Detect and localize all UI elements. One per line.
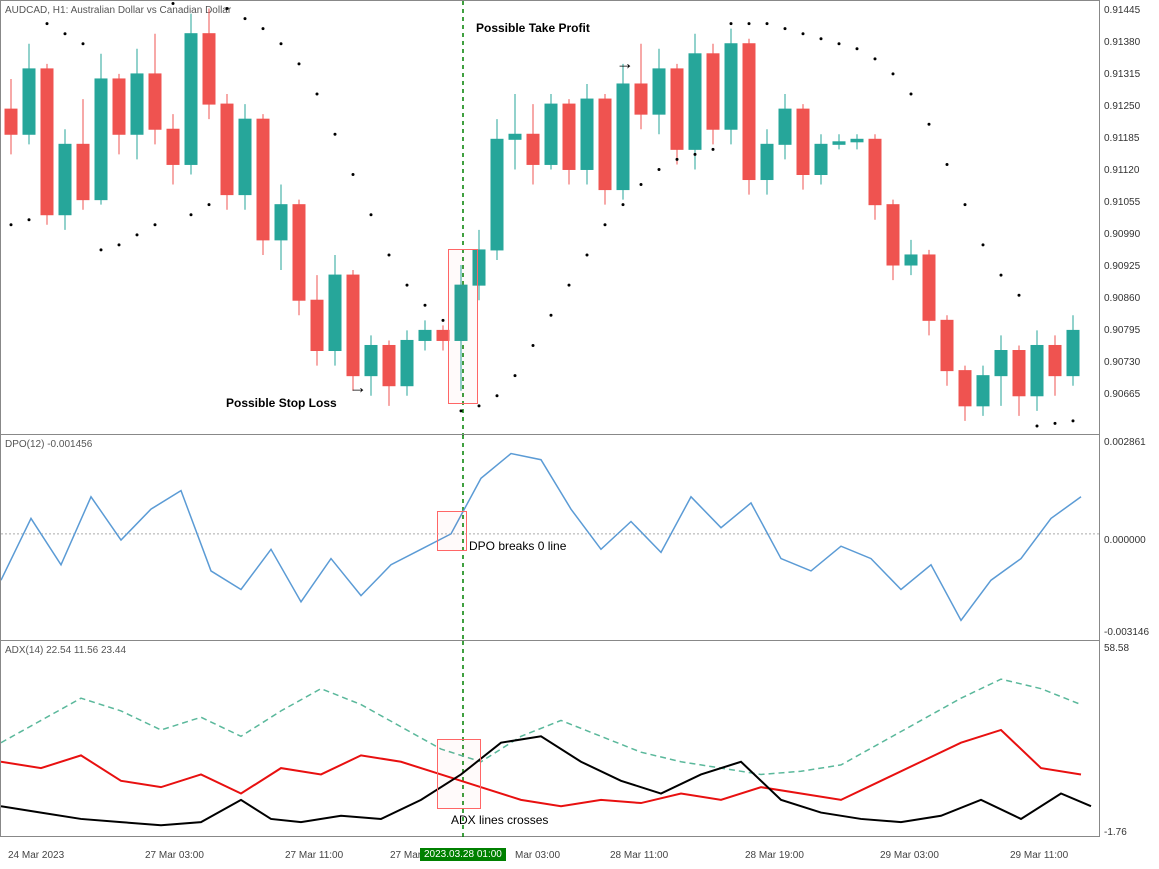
time-tick: 27 Mar 11:00 xyxy=(285,850,343,861)
dpo-tick: 0.000000 xyxy=(1104,535,1146,546)
price-tick: 0.90795 xyxy=(1104,325,1140,336)
chart-root: AUDCAD, H1: Australian Dollar vs Canadia… xyxy=(0,0,1159,869)
time-tick: 29 Mar 11:00 xyxy=(1010,850,1068,861)
time-tick: Mar 03:00 xyxy=(515,850,560,861)
adx-highlight xyxy=(437,739,481,809)
time-tick: 27 Mar 03:00 xyxy=(145,850,204,861)
adx-tick: 58.58 xyxy=(1104,643,1129,654)
dpo-break-label: DPO breaks 0 line xyxy=(469,539,566,553)
time-tick: 2023.03.28 01:00 xyxy=(420,848,506,861)
price-tick: 0.90925 xyxy=(1104,261,1140,272)
time-axis: 24 Mar 2023 27 Mar 03:00 27 Mar 11:00 27 Ma… xyxy=(0,837,1100,869)
dpo-highlight xyxy=(437,511,467,551)
adx-tick: -1.76 xyxy=(1104,827,1127,838)
price-tick: 0.90730 xyxy=(1104,357,1140,368)
dpo-panel[interactable]: DPO(12) -0.001456 DPO breaks 0 line xyxy=(0,434,1100,641)
price-tick: 0.90860 xyxy=(1104,293,1140,304)
time-tick: 28 Mar 19:00 xyxy=(745,850,804,861)
dpo-tick: 0.002861 xyxy=(1104,437,1146,448)
price-tick: 0.91250 xyxy=(1104,101,1140,112)
take-profit-arrow-icon: → xyxy=(616,53,634,74)
price-chart-svg xyxy=(1,1,1101,436)
price-panel[interactable]: AUDCAD, H1: Australian Dollar vs Canadia… xyxy=(0,0,1100,435)
time-tick: 24 Mar 2023 xyxy=(8,850,64,861)
price-tick: 0.91055 xyxy=(1104,197,1140,208)
price-tick: 0.91445 xyxy=(1104,5,1140,16)
dpo-y-axis: 0.002861 0.000000 -0.003146 xyxy=(1100,434,1159,641)
adx-cross-label: ADX lines crosses xyxy=(451,813,548,827)
price-tick: 0.91315 xyxy=(1104,69,1140,80)
price-tick: 0.91120 xyxy=(1104,165,1139,176)
time-tick: 29 Mar 03:00 xyxy=(880,850,939,861)
price-tick: 0.90665 xyxy=(1104,389,1140,400)
price-tick: 0.91380 xyxy=(1104,37,1140,48)
price-tick: 0.90990 xyxy=(1104,229,1140,240)
time-tick: 28 Mar 11:00 xyxy=(610,850,668,861)
take-profit-label: Possible Take Profit xyxy=(476,21,590,35)
dpo-tick: -0.003146 xyxy=(1104,627,1149,638)
adx-panel[interactable]: ADX(14) 22.54 11.56 23.44 ADX lines cros… xyxy=(0,640,1100,837)
entry-highlight xyxy=(448,249,478,404)
adx-chart-svg xyxy=(1,641,1101,838)
price-y-axis: 0.91445 0.91380 0.91315 0.91250 0.91185 0.911… xyxy=(1100,0,1159,435)
stop-loss-arrow-icon: → xyxy=(349,377,367,398)
adx-y-axis: 58.58 -1.76 xyxy=(1100,640,1159,837)
time-tick: 27 Mar xyxy=(390,850,421,861)
stop-loss-label: Possible Stop Loss xyxy=(226,396,337,410)
price-tick: 0.91185 xyxy=(1104,133,1139,144)
